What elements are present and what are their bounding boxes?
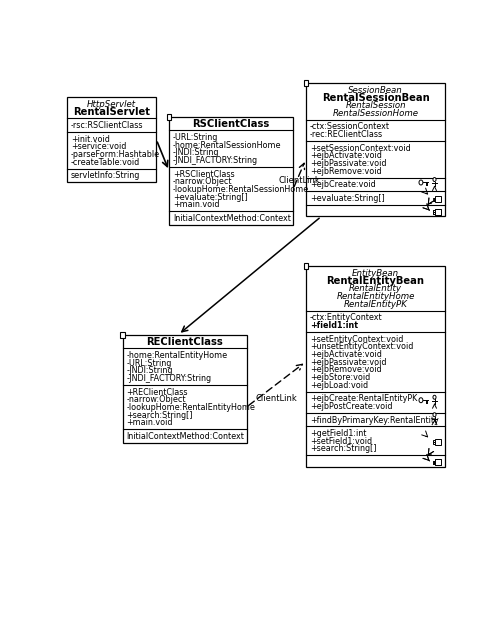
Text: -home:RentalEntityHome: -home:RentalEntityHome bbox=[126, 351, 228, 360]
Text: -ctx:EntityContext: -ctx:EntityContext bbox=[310, 313, 382, 322]
Text: REClientClass: REClientClass bbox=[146, 337, 223, 347]
Text: +service:void: +service:void bbox=[71, 142, 126, 151]
Text: +ejbCreate:RentalEntityPK: +ejbCreate:RentalEntityPK bbox=[310, 394, 417, 403]
Text: InitialContextMethod:Context: InitialContextMethod:Context bbox=[173, 214, 291, 223]
Bar bbox=[67, 97, 156, 182]
Text: +main.void: +main.void bbox=[126, 418, 173, 427]
Text: -rsc:RSClientClass: -rsc:RSClientClass bbox=[71, 121, 144, 130]
Text: +main.void: +main.void bbox=[173, 201, 220, 210]
Text: -ctx:SessionContext: -ctx:SessionContext bbox=[310, 122, 390, 131]
Text: +field1:int: +field1:int bbox=[310, 321, 358, 330]
Text: -JNDI_FACTORY:String: -JNDI_FACTORY:String bbox=[126, 374, 212, 383]
Text: RentalEntity: RentalEntity bbox=[349, 284, 402, 293]
Circle shape bbox=[433, 395, 436, 399]
Text: +ejbPassivate:void: +ejbPassivate:void bbox=[310, 159, 386, 168]
Text: RentalSessionBean: RentalSessionBean bbox=[322, 93, 430, 103]
Text: -narrow:Object: -narrow:Object bbox=[126, 395, 186, 404]
Text: +ejbPostCreate:void: +ejbPostCreate:void bbox=[310, 402, 392, 411]
Text: -JNDI:String: -JNDI:String bbox=[126, 367, 173, 376]
Circle shape bbox=[419, 398, 423, 403]
Bar bbox=[169, 117, 293, 225]
Bar bbox=[436, 196, 442, 202]
Text: -lookupHome:RentalSessionHome: -lookupHome:RentalSessionHome bbox=[173, 185, 309, 194]
Bar bbox=[436, 459, 442, 465]
Bar bbox=[122, 334, 246, 443]
Text: ClientLink: ClientLink bbox=[256, 394, 297, 403]
Text: -JNDI_FACTORY:String: -JNDI_FACTORY:String bbox=[173, 156, 258, 165]
Circle shape bbox=[433, 413, 436, 417]
Bar bbox=[434, 212, 436, 213]
Bar bbox=[436, 439, 442, 445]
Text: +ejbLoad:void: +ejbLoad:void bbox=[310, 381, 368, 390]
Bar bbox=[434, 440, 436, 442]
Bar bbox=[434, 460, 436, 462]
Bar bbox=[436, 209, 442, 215]
Bar bbox=[166, 114, 172, 120]
Text: +evaluate:String[]: +evaluate:String[] bbox=[310, 194, 384, 203]
Text: +RSClientClass: +RSClientClass bbox=[173, 170, 234, 179]
Text: -narrow:Object: -narrow:Object bbox=[173, 177, 233, 186]
Bar bbox=[434, 463, 436, 464]
Circle shape bbox=[419, 180, 423, 185]
Text: +ejbPassivate:void: +ejbPassivate:void bbox=[310, 358, 386, 367]
Text: -createTable:void: -createTable:void bbox=[71, 158, 140, 167]
Text: +ejbRemove:void: +ejbRemove:void bbox=[310, 167, 382, 176]
Bar bbox=[304, 80, 308, 86]
Text: +evaluate:String[]: +evaluate:String[] bbox=[173, 193, 248, 202]
Text: +ejbActivate:void: +ejbActivate:void bbox=[310, 151, 382, 160]
Text: +search:String[]: +search:String[] bbox=[126, 411, 193, 420]
Text: RentalSession: RentalSession bbox=[346, 101, 406, 110]
Text: InitialContextMethod:Context: InitialContextMethod:Context bbox=[126, 432, 244, 441]
Text: +unsetEntityContext:void: +unsetEntityContext:void bbox=[310, 342, 413, 351]
Text: RentalEntityPK: RentalEntityPK bbox=[344, 300, 407, 309]
Text: +setField1:void: +setField1:void bbox=[310, 437, 372, 446]
Text: +setSessionContext:void: +setSessionContext:void bbox=[310, 144, 410, 153]
Bar bbox=[434, 463, 436, 464]
Bar bbox=[434, 197, 436, 199]
Text: HttpServlet: HttpServlet bbox=[87, 100, 136, 109]
Text: ClientLink: ClientLink bbox=[278, 176, 320, 185]
Bar bbox=[434, 460, 436, 462]
Bar bbox=[434, 442, 436, 444]
Text: +setEntityContext:void: +setEntityContext:void bbox=[310, 334, 403, 343]
Text: +getField1:int: +getField1:int bbox=[310, 429, 366, 438]
Text: +ejbStore:void: +ejbStore:void bbox=[310, 373, 370, 382]
Text: RentalEntityHome: RentalEntityHome bbox=[336, 292, 415, 301]
Text: -home:RentalSessionHome: -home:RentalSessionHome bbox=[173, 141, 282, 150]
Text: -URL:String: -URL:String bbox=[173, 133, 218, 142]
Text: RentalServlet: RentalServlet bbox=[73, 107, 150, 117]
Bar bbox=[436, 209, 442, 215]
Text: -JNDI:String: -JNDI:String bbox=[173, 149, 220, 158]
Text: RentalEntityBean: RentalEntityBean bbox=[326, 276, 424, 286]
Text: -lookupHome:RentalEntityHome: -lookupHome:RentalEntityHome bbox=[126, 403, 256, 412]
Bar bbox=[304, 264, 308, 269]
Bar bbox=[120, 332, 125, 338]
Text: RSClientClass: RSClientClass bbox=[192, 119, 270, 129]
Bar bbox=[434, 212, 436, 213]
Bar bbox=[434, 199, 436, 201]
Text: -URL:String: -URL:String bbox=[126, 359, 172, 368]
Text: +ejbCreate:void: +ejbCreate:void bbox=[310, 180, 376, 189]
Bar bbox=[434, 210, 436, 212]
Bar bbox=[434, 210, 436, 212]
Text: +search:String[]: +search:String[] bbox=[310, 444, 376, 453]
Text: EntityBean: EntityBean bbox=[352, 269, 399, 278]
Circle shape bbox=[433, 177, 436, 181]
Text: SessionBean: SessionBean bbox=[348, 86, 403, 95]
Text: +findByPrimaryKey:RentalEntity: +findByPrimaryKey:RentalEntity bbox=[310, 415, 438, 424]
Text: +init.void: +init.void bbox=[71, 134, 110, 143]
Bar bbox=[306, 83, 446, 217]
Text: -parseForm:Hashtable: -parseForm:Hashtable bbox=[71, 150, 160, 159]
Text: +ejbActivate:void: +ejbActivate:void bbox=[310, 350, 382, 359]
Text: +ejbRemove:void: +ejbRemove:void bbox=[310, 365, 382, 374]
Text: RentalSessionHome: RentalSessionHome bbox=[332, 109, 418, 118]
Text: servletInfo:String: servletInfo:String bbox=[71, 171, 140, 180]
Text: -rec:REClientClass: -rec:REClientClass bbox=[310, 130, 383, 139]
Text: +REClientClass: +REClientClass bbox=[126, 388, 188, 397]
Bar bbox=[306, 266, 446, 467]
Bar bbox=[436, 459, 442, 465]
